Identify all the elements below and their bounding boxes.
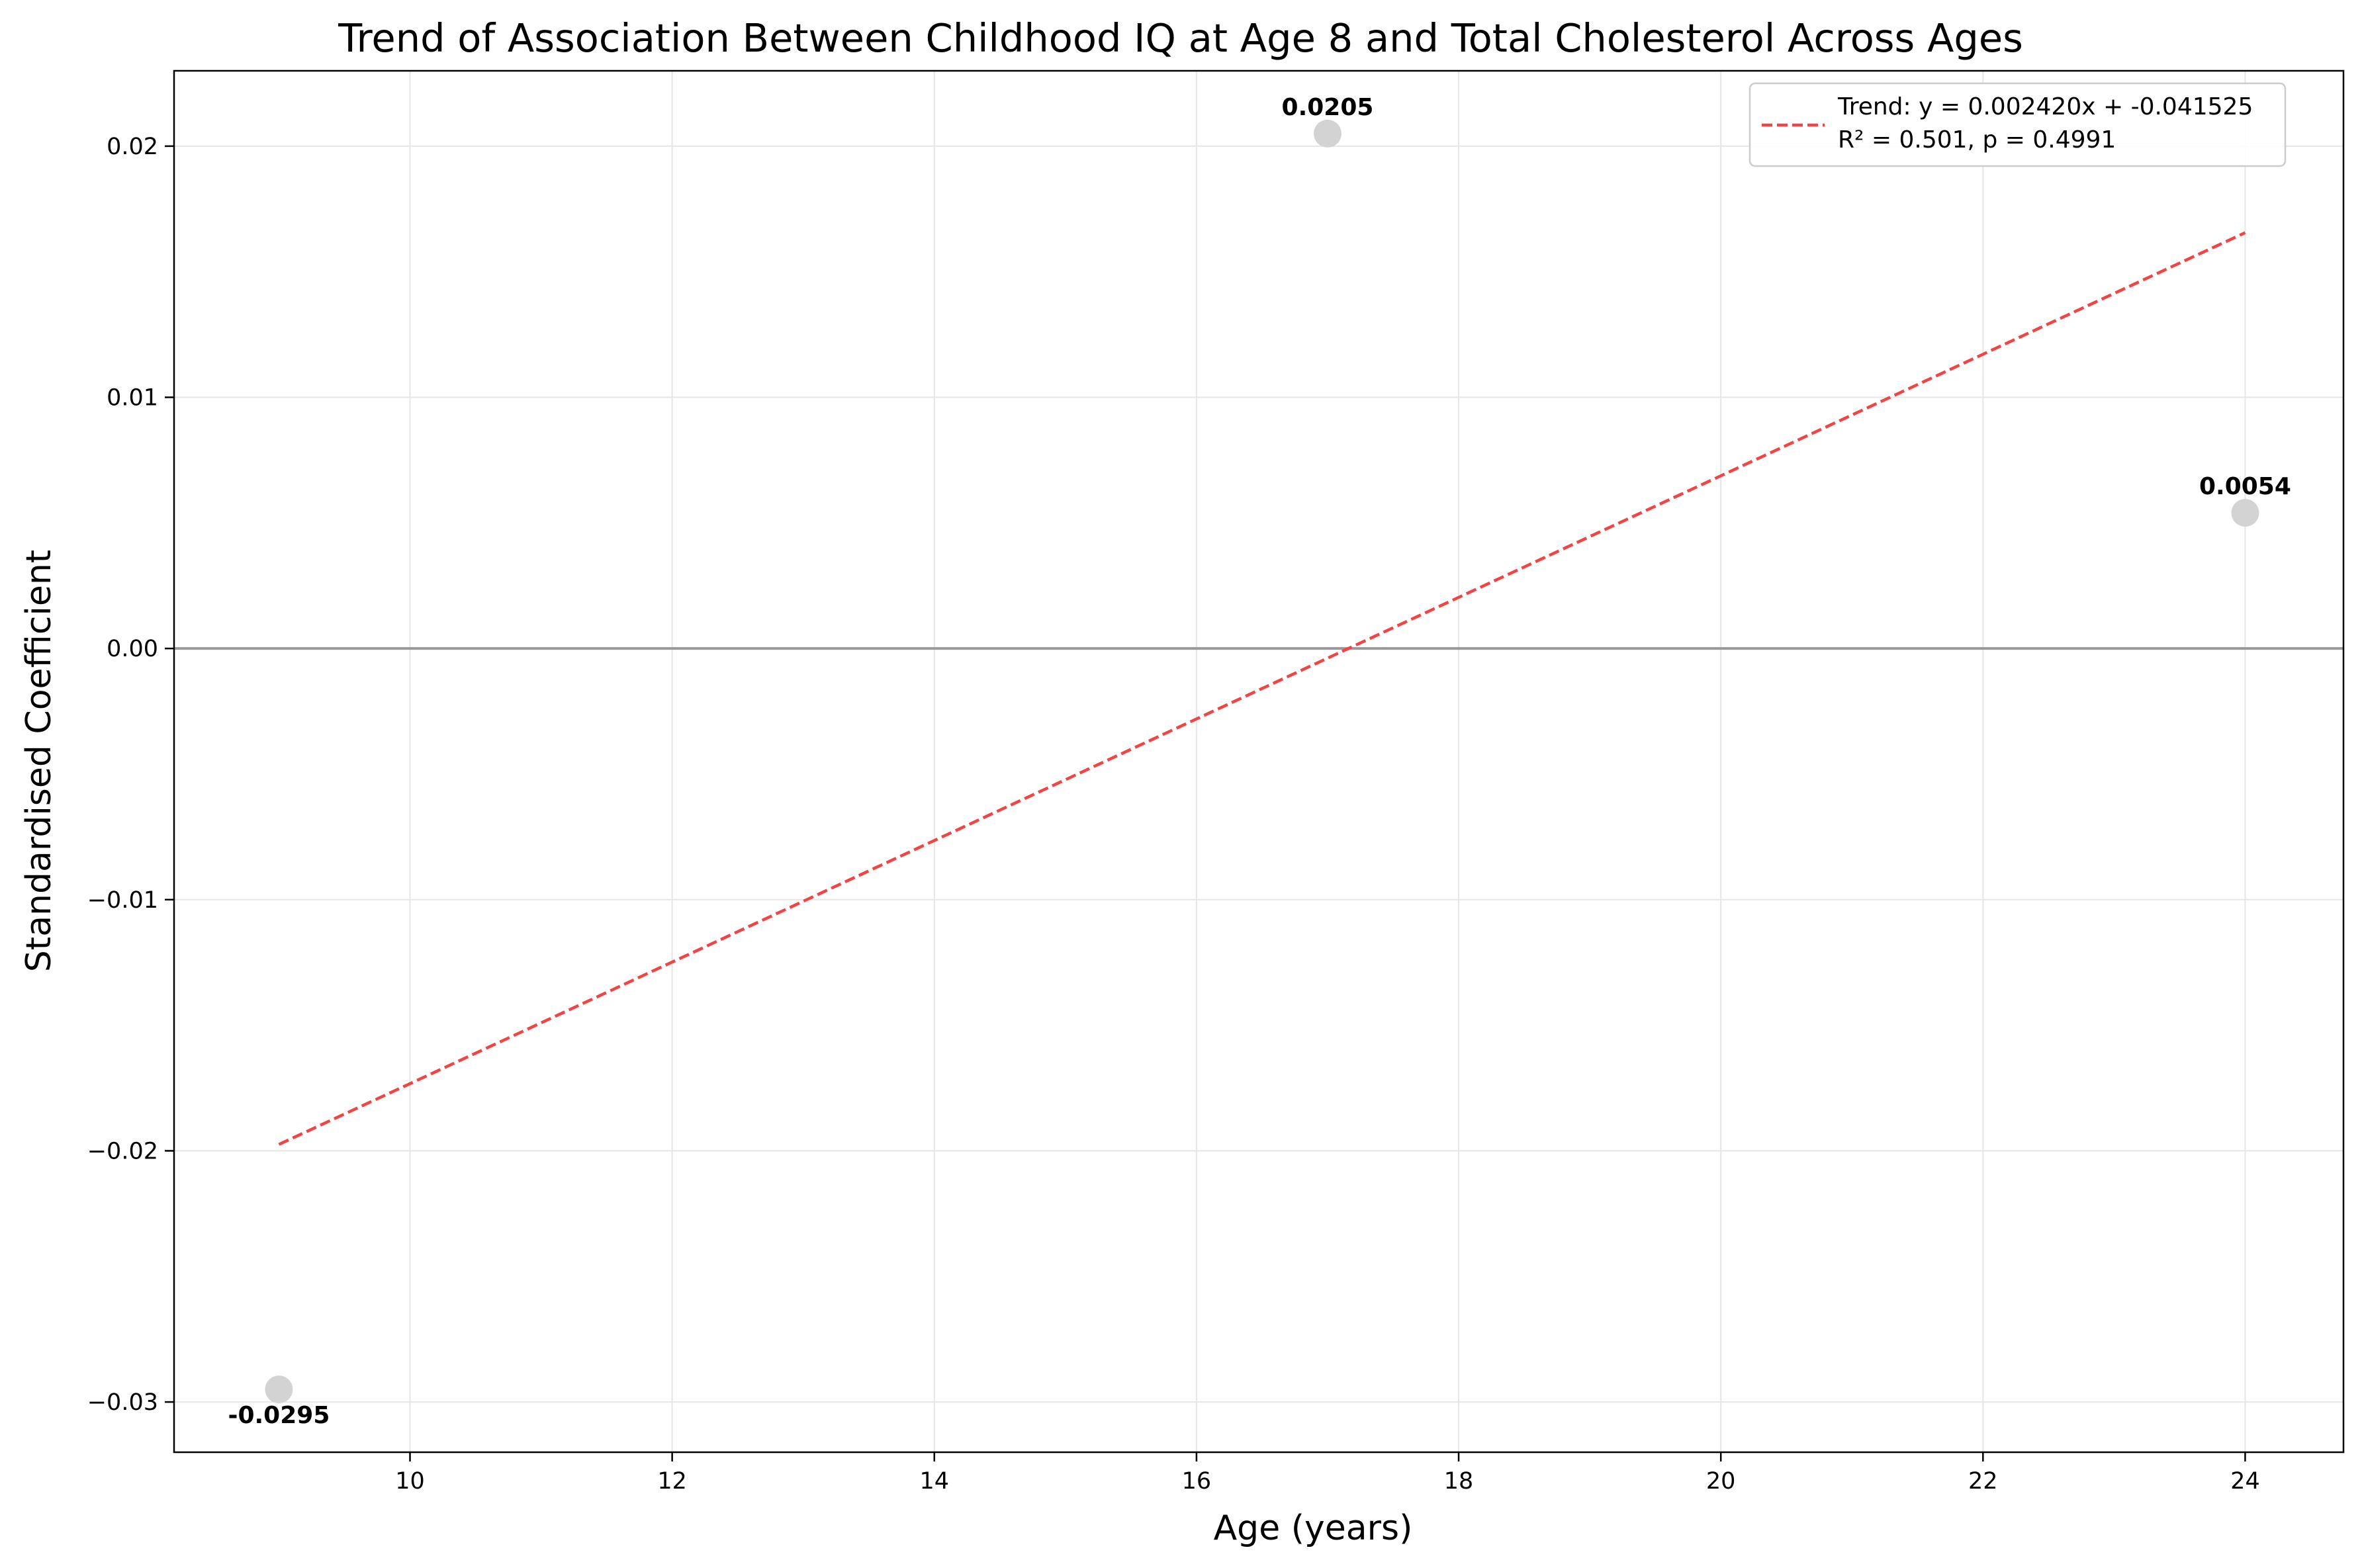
chart-title: Trend of Association Between Childhood I… [338,15,2023,61]
y-axis-ticks: −0.03 −0.02 −0.01 0.00 0.01 0.02 [87,134,174,1416]
data-label: -0.0295 [228,1402,330,1429]
legend: Trend: y = 0.002420x + -0.041525 R² = 0.… [1749,82,2287,167]
x-tick-label: 20 [1706,1468,1736,1495]
y-axis-label: Standardised Coefficient [19,550,59,972]
y-tick-label: 0.01 [107,385,158,412]
x-tick-label: 14 [920,1468,950,1495]
x-tick-label: 18 [1444,1468,1474,1495]
legend-trend-label: Trend: y = 0.002420x + -0.041525 [1837,93,2253,120]
data-point [2231,499,2259,527]
data-point [265,1375,293,1404]
y-tick-label: −0.01 [87,887,158,914]
points-layer [265,119,2259,1404]
data-labels-layer: -0.0295 0.0205 0.0054 [228,94,2291,1429]
x-tick-label: 12 [657,1468,687,1495]
trend-line [278,231,2246,1146]
legend-stats-label: R² = 0.501, p = 0.4991 [1838,126,2116,153]
data-label: 0.0205 [1282,94,1374,121]
y-tick-label: 0.02 [107,134,158,160]
y-tick-label: −0.03 [87,1389,158,1416]
x-tick-label: 16 [1182,1468,1212,1495]
x-axis-ticks: 10 12 14 16 18 20 22 24 [395,1452,2260,1495]
x-tick-label: 22 [1968,1468,1998,1495]
trend-layer [278,231,2246,1146]
data-label: 0.0054 [2199,473,2291,500]
y-tick-label: 0.00 [107,636,158,662]
x-tick-label: 24 [2230,1468,2260,1495]
legend-box [1749,82,2287,167]
x-axis-label: Age (years) [1214,1508,1413,1548]
data-point [1313,119,1341,148]
y-tick-label: −0.02 [87,1138,158,1164]
plot-frame [173,69,2345,1454]
x-tick-label: 10 [395,1468,425,1495]
